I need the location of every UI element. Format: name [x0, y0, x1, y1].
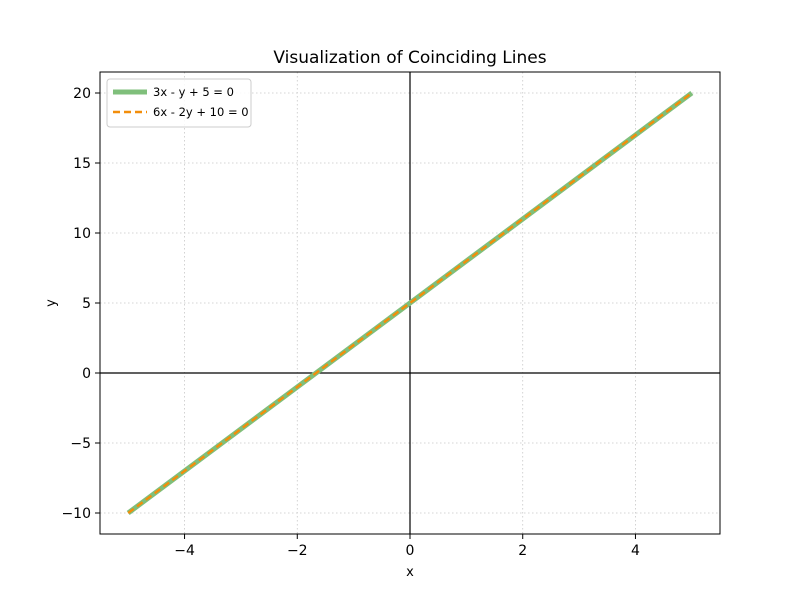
y-tick-label: 5 — [82, 296, 91, 312]
x-tick-label: 4 — [631, 543, 640, 559]
x-tick-label: 0 — [406, 543, 415, 559]
y-axis-label: y — [44, 299, 59, 307]
y-tick-label: 10 — [73, 226, 91, 242]
legend-label-series-1: 3x - y + 5 = 0 — [153, 85, 234, 99]
x-axis-ticks: −4 −2 0 2 4 — [174, 534, 640, 559]
chart-title: Visualization of Coinciding Lines — [273, 48, 546, 68]
series-lines — [126, 90, 694, 516]
y-tick-label: −5 — [70, 436, 91, 452]
x-tick-label: −4 — [174, 543, 195, 559]
y-tick-label: −10 — [61, 506, 91, 522]
y-tick-label: 0 — [82, 366, 91, 382]
x-tick-label: 2 — [518, 543, 527, 559]
y-tick-label: 20 — [73, 86, 91, 102]
legend-label-series-2: 6x - 2y + 10 = 0 — [153, 105, 249, 119]
x-axis-label: x — [406, 565, 414, 580]
y-axis-ticks: −10 −5 0 5 10 15 20 — [61, 86, 100, 522]
series-line-2 — [127, 92, 693, 514]
x-tick-label: −2 — [287, 543, 308, 559]
y-tick-label: 15 — [73, 156, 91, 172]
legend: 3x - y + 5 = 0 6x - 2y + 10 = 0 — [106, 78, 252, 128]
